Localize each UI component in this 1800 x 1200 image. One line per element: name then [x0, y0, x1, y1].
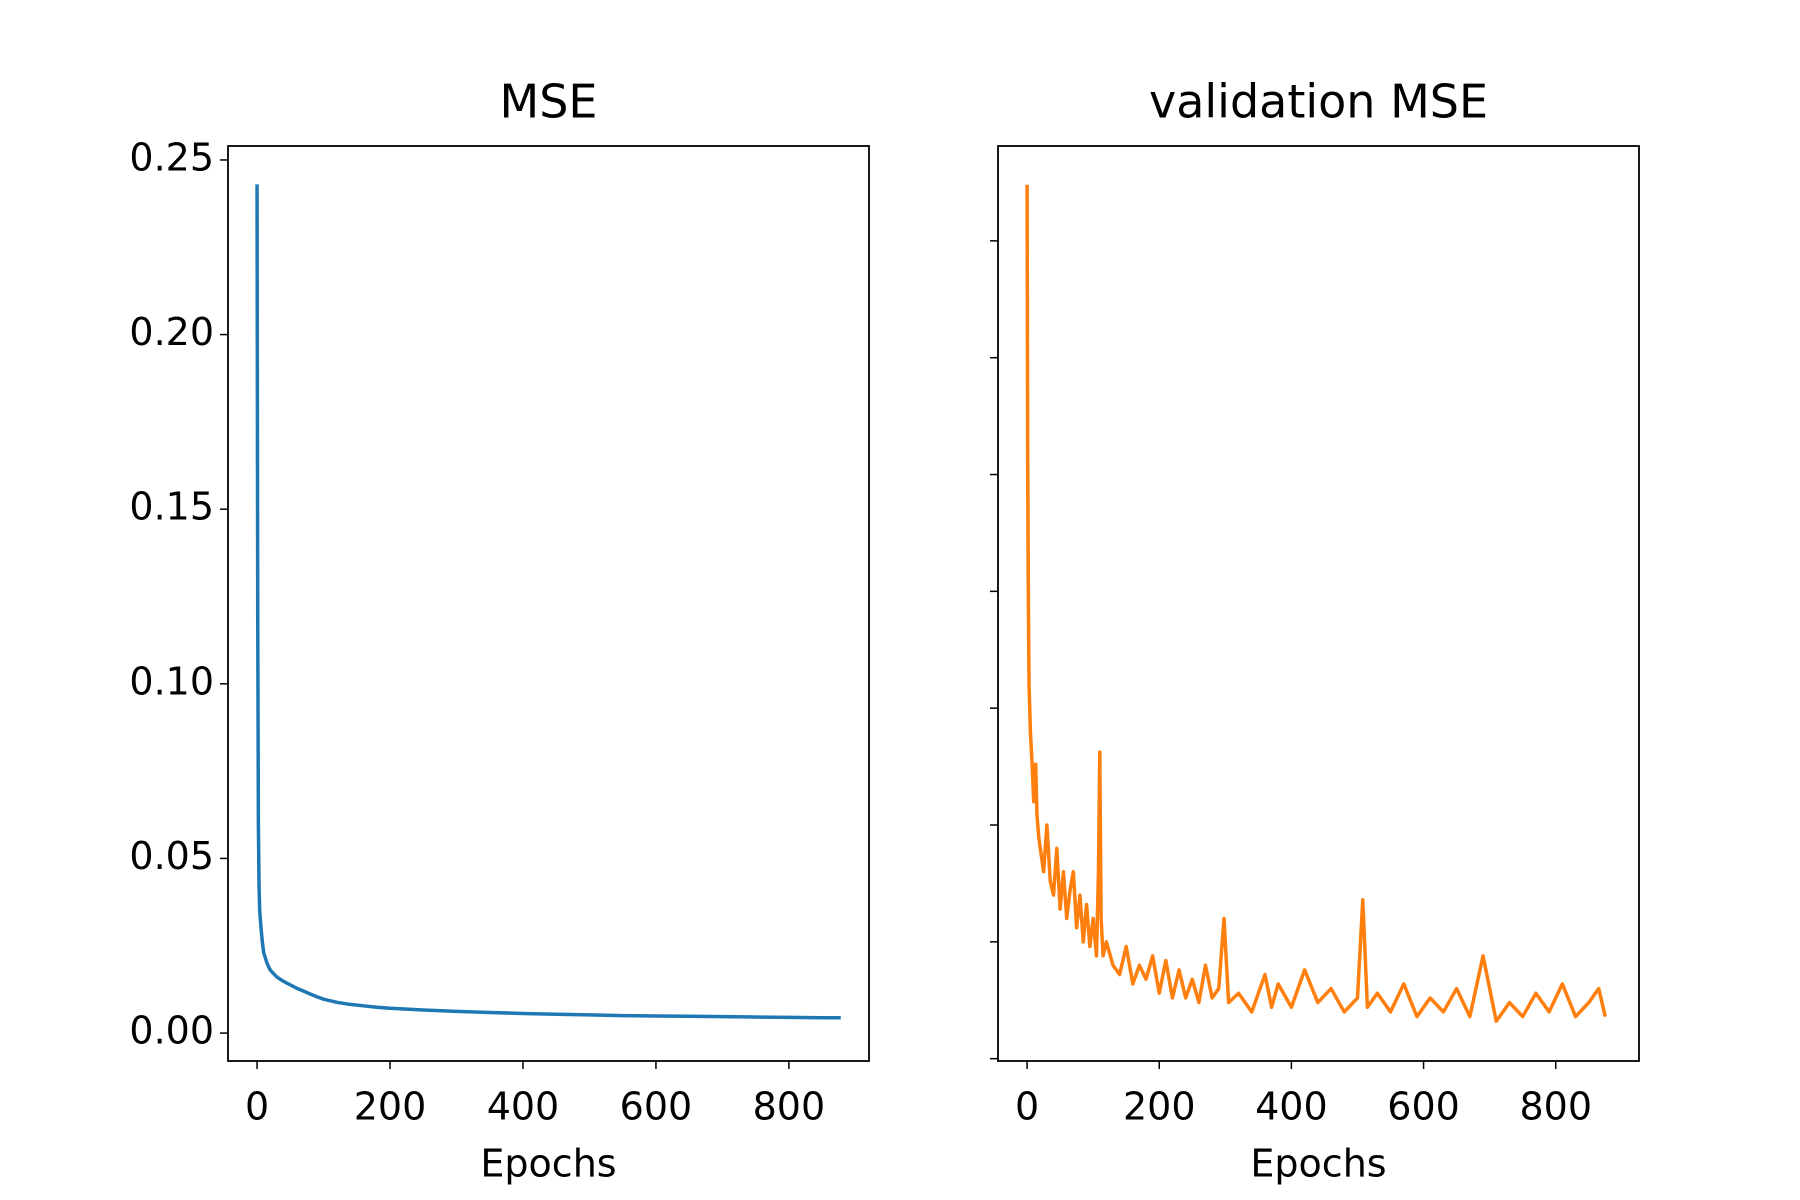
x-tick-label: 600	[620, 1085, 693, 1129]
y-tick-label: 0.15	[129, 485, 214, 529]
axes-frame	[227, 145, 870, 1062]
x-tick-label: 600	[1387, 1085, 1460, 1129]
x-tick-label: 0	[1015, 1085, 1039, 1129]
data-line	[255, 184, 841, 1020]
x-tick-label: 200	[354, 1085, 427, 1129]
y-tick-label: 0.05	[129, 834, 214, 878]
x-axis-label: Epochs	[1250, 1142, 1386, 1186]
y-tick-label: 0.10	[129, 659, 214, 703]
chart-title: validation MSE	[1149, 75, 1488, 129]
y-tick-label: 0.25	[129, 135, 214, 179]
x-tick-label: 400	[487, 1085, 560, 1129]
x-tick-label: 400	[1255, 1085, 1328, 1129]
x-tick-label: 800	[1519, 1085, 1592, 1129]
x-tick-label: 200	[1123, 1085, 1196, 1129]
data-line	[1025, 184, 1608, 1024]
x-axis-label: Epochs	[480, 1142, 616, 1186]
y-tick-label: 0.20	[129, 310, 214, 354]
x-tick-label: 800	[753, 1085, 826, 1129]
y-tick-label: 0.00	[129, 1009, 214, 1053]
chart-title: MSE	[500, 75, 598, 129]
axes-frame	[997, 145, 1640, 1062]
x-tick-label: 0	[245, 1085, 269, 1129]
